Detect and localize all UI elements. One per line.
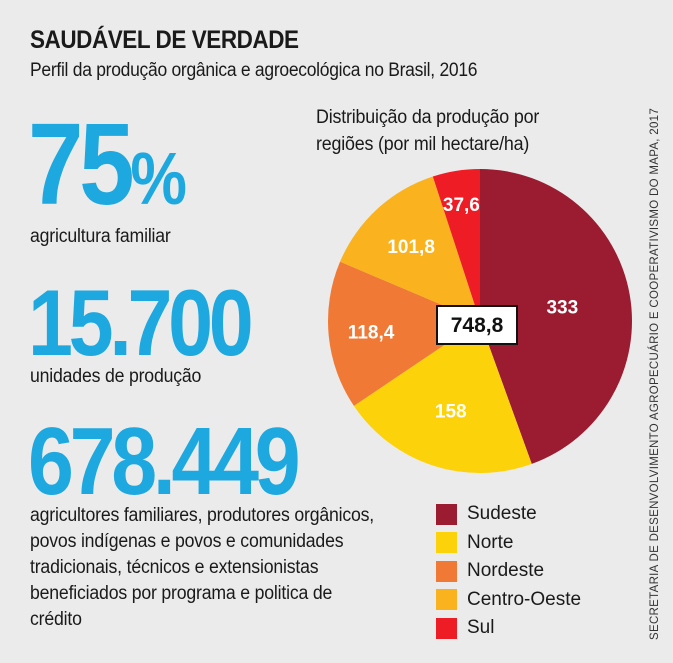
legend-item-sudeste: Sudeste <box>436 500 581 529</box>
pie-slice-nordeste <box>327 261 480 406</box>
legend-item-norte: Norte <box>436 529 581 558</box>
pie-label-nordeste: 118,4 <box>348 322 395 343</box>
source-credit: SECRETARIA DE DESENVOLVIMENTO AGROPECUÁR… <box>649 107 661 640</box>
legend-swatch <box>436 560 457 582</box>
legend-swatch <box>436 532 457 554</box>
legend-label: Norte <box>467 531 514 553</box>
page-subtitle: Perfil da produção orgânica e agroecológ… <box>30 60 478 81</box>
legend-label: Sul <box>467 617 495 639</box>
pie-slice-norte <box>353 321 532 473</box>
pie-total-label: 748,8 <box>451 314 504 337</box>
pie-label-centro-oeste: 101,8 <box>387 237 435 258</box>
legend-item-sul: Sul <box>436 614 581 643</box>
pie-label-sudeste: 333 <box>546 298 578 319</box>
legend-swatch <box>436 617 457 639</box>
page-title: SAUDÁVEL DE VERDADE <box>30 26 299 54</box>
stat-family-farming: 75% <box>28 106 187 222</box>
chart-legend: Sudeste Norte Nordeste Centro-Oeste Sul <box>436 500 581 643</box>
pie-slice-sudeste <box>480 169 632 464</box>
legend-swatch <box>436 503 457 525</box>
stat-family-farming-value: 75 <box>28 99 135 229</box>
stat-beneficiaries-caption: agricultores familiares, produtores orgâ… <box>30 505 375 630</box>
legend-label: Centro-Oeste <box>467 588 582 610</box>
legend-item-centro-oeste: Centro-Oeste <box>436 586 581 615</box>
stat-family-farming-caption: agricultura familiar <box>30 226 171 247</box>
stat-production-units-caption: unidades de produção <box>30 366 202 387</box>
stat-production-units: 15.700 <box>28 270 254 375</box>
stat-beneficiaries: 678.449 <box>28 408 301 515</box>
pie-total-box <box>436 305 518 345</box>
legend-label: Nordeste <box>467 560 545 582</box>
stat-family-farming-suffix: % <box>130 137 187 220</box>
pie-slice-sul <box>432 169 480 321</box>
pie-slice-centro-oeste <box>340 176 480 321</box>
chart-title: Distribuição da produção por regiões (po… <box>316 107 540 155</box>
pie-label-sul: 37,6 <box>443 195 480 216</box>
pie-label-norte: 158 <box>435 402 467 423</box>
legend-swatch <box>436 589 457 611</box>
legend-item-nordeste: Nordeste <box>436 557 581 586</box>
legend-label: Sudeste <box>467 503 537 525</box>
